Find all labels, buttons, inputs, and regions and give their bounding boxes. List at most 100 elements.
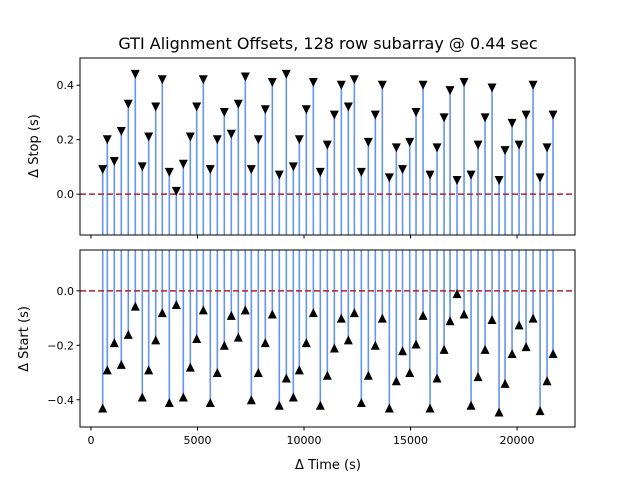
stop-marker (528, 80, 538, 90)
stop-marker (253, 135, 263, 145)
stop-marker (301, 105, 311, 115)
stop-marker (123, 99, 133, 109)
stop-marker (507, 118, 517, 128)
stop-marker (157, 75, 167, 85)
start-marker (377, 313, 387, 323)
start-marker (425, 403, 435, 413)
start-marker (322, 370, 332, 380)
start-marker (253, 368, 263, 378)
stop-marker (137, 162, 147, 172)
start-marker (157, 308, 167, 318)
stop-marker (535, 173, 545, 183)
stop-marker (109, 156, 119, 166)
stop-marker (521, 110, 531, 120)
start-marker (219, 340, 229, 350)
start-marker (459, 309, 469, 319)
start-marker (500, 378, 510, 388)
start-marker (178, 392, 188, 402)
stop-marker (226, 129, 236, 139)
y-tick-label: 0.4 (57, 79, 75, 92)
stop-marker (281, 69, 291, 79)
start-marker (233, 332, 243, 342)
stop-marker (198, 75, 208, 85)
start-marker (164, 397, 174, 407)
axes-frame (79, 57, 576, 236)
stop-marker (274, 170, 284, 180)
start-marker (281, 373, 291, 383)
start-marker (205, 397, 215, 407)
stop-marker (171, 186, 181, 196)
y-tick-label: 0.0 (57, 285, 75, 298)
start-marker (432, 373, 442, 383)
y-tick-label: 0.2 (57, 134, 75, 147)
start-marker (109, 338, 119, 348)
start-marker (212, 368, 222, 378)
stop-marker (329, 110, 339, 120)
start-marker (151, 335, 161, 345)
start-marker (480, 344, 490, 354)
start-marker (123, 329, 133, 339)
start-marker (445, 316, 455, 326)
stop-marker (500, 146, 510, 156)
chart-title: GTI Alignment Offsets, 128 row subarray … (118, 34, 537, 53)
stop-marker (384, 173, 394, 183)
start-marker (198, 305, 208, 315)
start-marker (494, 407, 504, 417)
start-marker (267, 309, 277, 319)
start-marker (370, 340, 380, 350)
start-marker (487, 314, 497, 324)
start-marker (548, 348, 558, 358)
stop-marker (178, 159, 188, 169)
x-tick-label: 10000 (287, 434, 322, 447)
start-marker (226, 310, 236, 320)
stop-marker (480, 113, 490, 123)
start-marker (411, 339, 421, 349)
start-marker (356, 397, 366, 407)
stop-marker (391, 143, 401, 153)
start-marker (439, 344, 449, 354)
start-marker (246, 395, 256, 405)
stop-marker (473, 140, 483, 150)
start-marker (98, 403, 108, 413)
start-marker (185, 362, 195, 372)
x-axis-label: Δ Time (s) (295, 458, 361, 473)
start-marker (336, 313, 346, 323)
start-marker (363, 370, 373, 380)
stop-marker (377, 80, 387, 90)
start-marker (240, 305, 250, 315)
stop-marker (398, 165, 408, 175)
stop-marker (452, 176, 462, 186)
x-tick-label: 5000 (184, 434, 212, 447)
stop-marker (164, 167, 174, 177)
stop-marker (240, 72, 250, 82)
start-offset-axes: 0.0 −0.2 −0.4 0 5000 10000 15000 20000 (47, 249, 576, 447)
stop-marker (144, 132, 154, 142)
stop-marker (487, 83, 497, 93)
stop-marker (494, 176, 504, 186)
stop-marker (98, 165, 108, 175)
start-marker (418, 310, 428, 320)
stop-marker (336, 80, 346, 90)
start-marker (137, 392, 147, 402)
x-tick-label: 0 (87, 434, 94, 447)
stop-marker (411, 107, 421, 117)
stop-marker (445, 86, 455, 96)
stop-marker (246, 165, 256, 175)
start-marker (466, 400, 476, 410)
stop-marker (322, 140, 332, 150)
stop-marker (192, 102, 202, 112)
start-marker (294, 365, 304, 375)
y-axis-label-start: Δ Start (s) (17, 306, 32, 372)
stop-marker (102, 135, 112, 145)
start-marker (260, 338, 270, 348)
stop-marker (294, 135, 304, 145)
stop-marker (260, 105, 270, 115)
stop-marker (212, 135, 222, 145)
start-marker (391, 376, 401, 386)
start-marker (542, 376, 552, 386)
start-marker (315, 400, 325, 410)
y-tick-label: 0.0 (57, 188, 75, 201)
start-marker (405, 368, 415, 378)
stop-marker (370, 110, 380, 120)
